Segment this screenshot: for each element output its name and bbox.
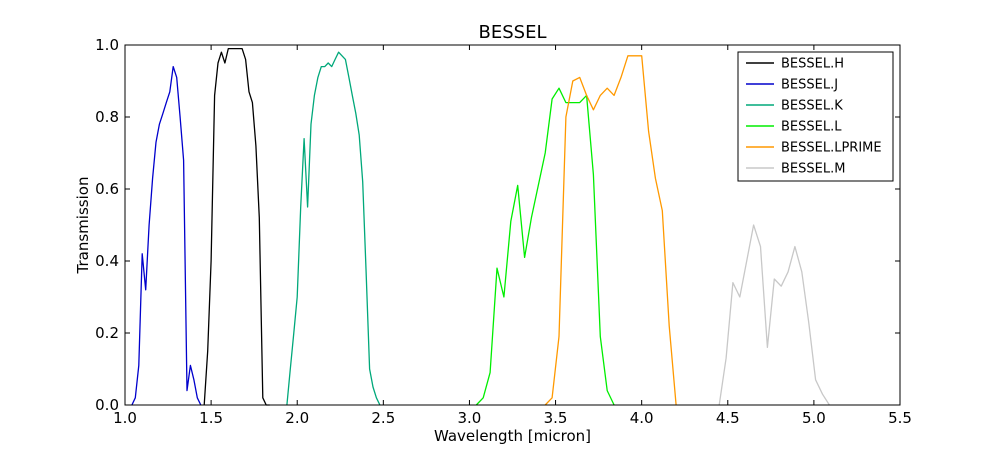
legend-label: BESSEL.L	[781, 120, 842, 135]
series-line-bessel-j	[131, 65, 202, 406]
y-axis-label: Transmission	[74, 177, 92, 275]
series-line-bessel-h	[203, 47, 270, 406]
x-tick-label: 4.5	[716, 409, 740, 427]
legend-label: BESSEL.LPRIME	[781, 141, 882, 156]
legend-label: BESSEL.M	[781, 162, 845, 177]
tick-layer: 1.0 1.5 2.0 2.5 3.0 3.5 4.0 4.5 5.0 5.5 0.0 0.2 0.4 0…	[95, 36, 912, 427]
x-tick-label: 1.5	[199, 409, 223, 427]
legend-box	[737, 51, 894, 182]
chart-title: BESSEL	[479, 22, 547, 43]
y-tick-label: 1.0	[95, 36, 119, 54]
x-tick-label: 3.5	[544, 409, 568, 427]
x-tick-label: 2.5	[371, 409, 395, 427]
series-line-bessel-l	[475, 87, 615, 406]
y-tick-label: 0.6	[95, 180, 119, 198]
y-tick-label: 0.2	[95, 324, 119, 342]
x-tick-label: 2.0	[285, 409, 309, 427]
x-tick-label: 5.5	[888, 409, 912, 427]
series-line-bessel-m	[718, 224, 830, 406]
y-tick-label: 0.8	[95, 108, 119, 126]
series-layer	[131, 47, 830, 406]
series-line-bessel-k	[286, 51, 381, 406]
x-tick-label: 5.0	[802, 409, 826, 427]
legend-label: BESSEL.H	[781, 57, 844, 72]
legend: BESSEL.H BESSEL.J BESSEL.K BESSEL.L BESSEL.L…	[737, 51, 894, 182]
series-line-bessel-lprime	[544, 55, 677, 406]
y-tick-label: 0.0	[95, 396, 119, 414]
y-tick-label: 0.4	[95, 252, 119, 270]
plot-area-frame	[124, 44, 901, 406]
legend-label: BESSEL.K	[781, 99, 843, 114]
x-tick-label: 1.0	[113, 409, 137, 427]
x-tick-label: 3.0	[458, 409, 482, 427]
x-axis-label: Wavelength [micron]	[434, 427, 591, 445]
legend-label: BESSEL.J	[781, 78, 838, 93]
x-tick-label: 4.0	[630, 409, 654, 427]
